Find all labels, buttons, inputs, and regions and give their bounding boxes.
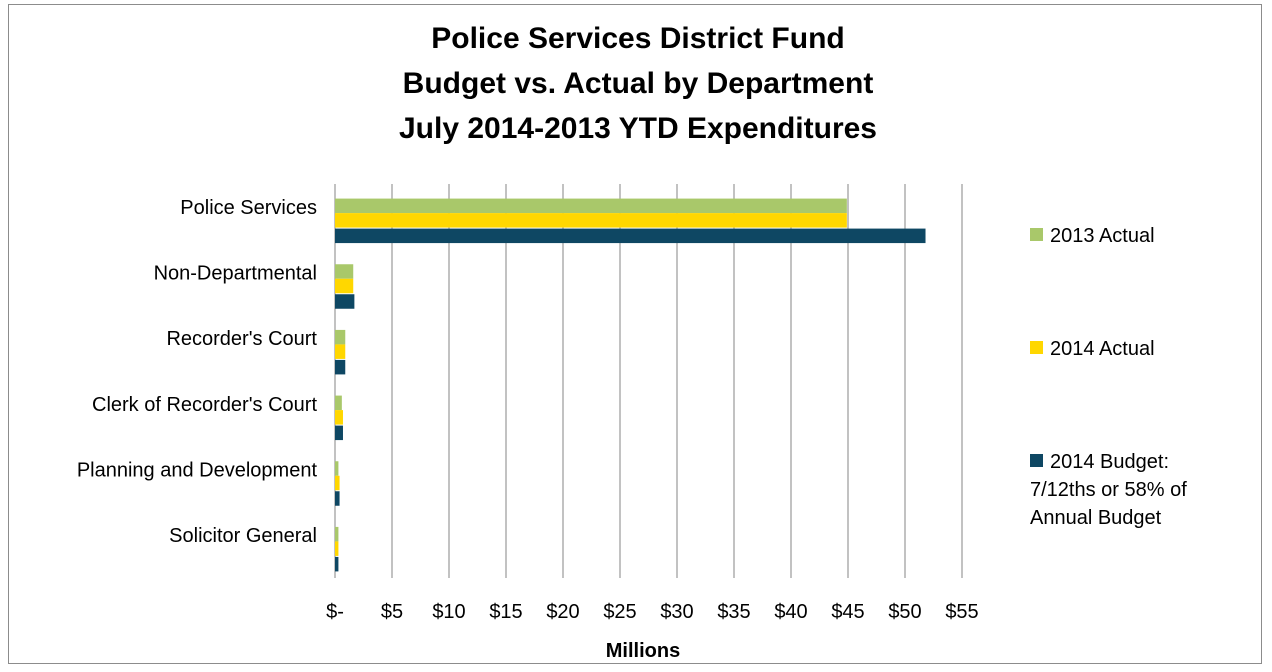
x-tick-label: $10	[432, 601, 465, 623]
x-tick-label: $-	[326, 601, 344, 623]
bar-2	[335, 213, 847, 228]
legend: 2013 Actual 2014 Actual 2014 Budget: 7/12th…	[1030, 225, 1187, 529]
x-tick-label: $40	[774, 601, 807, 623]
legend-label: 7/12ths or 58% of	[1030, 479, 1187, 501]
legend-label: Annual Budget	[1030, 507, 1162, 529]
bars	[335, 198, 926, 572]
bar-2	[335, 410, 343, 425]
bar-2	[335, 475, 340, 491]
x-tick-label: $5	[381, 601, 403, 623]
x-tick-label: $20	[546, 601, 579, 623]
x-axis-title: Millions	[606, 640, 680, 662]
chart-frame	[8, 4, 1262, 664]
bar-2	[335, 344, 346, 359]
legend-swatch-2	[1030, 341, 1043, 354]
category-label: Non-Departmental	[154, 263, 317, 285]
category-label: Planning and Development	[77, 460, 318, 482]
x-tick-label: $55	[945, 601, 978, 623]
bar-1	[335, 329, 346, 345]
legend-label: 2013 Actual	[1050, 225, 1155, 247]
gridlines	[334, 184, 963, 578]
legend-label: 2014 Budget:	[1050, 451, 1169, 473]
bar-3	[335, 425, 343, 441]
bar-1	[335, 198, 847, 214]
category-labels: Police Services Non-Departmental Recorder'…	[77, 197, 318, 547]
x-tick-label: $30	[660, 601, 693, 623]
chart-title-line-1: Police Services District Fund	[431, 22, 844, 55]
legend-swatch-3	[1030, 454, 1043, 467]
bar-1	[335, 526, 339, 542]
bar-1	[335, 264, 354, 279]
bar-1	[335, 395, 342, 411]
chart-title-line-3: July 2014-2013 YTD Expenditures	[399, 112, 877, 145]
bar-3	[335, 228, 926, 244]
bar-3	[335, 294, 355, 309]
bar-1	[335, 461, 339, 476]
legend-swatch-1	[1030, 228, 1043, 241]
category-label: Clerk of Recorder's Court	[92, 394, 317, 416]
chart-title: Police Services District Fund Budget vs.…	[399, 22, 877, 145]
x-tick-label: $15	[489, 601, 522, 623]
x-tick-label: $35	[717, 601, 750, 623]
x-tick-label: $45	[831, 601, 864, 623]
category-label: Recorder's Court	[166, 328, 317, 350]
x-tick-label: $50	[888, 601, 921, 623]
x-tick-labels: $- $5 $10 $15 $20 $25 $30 $35 $40 $45 $50 $55	[326, 601, 979, 623]
bar-3	[335, 556, 339, 572]
category-label: Solicitor General	[169, 525, 317, 547]
bar-2	[335, 541, 339, 556]
bar-2	[335, 278, 354, 294]
legend-label: 2014 Actual	[1050, 338, 1155, 360]
x-tick-label: $25	[603, 601, 636, 623]
chart-title-line-2: Budget vs. Actual by Department	[403, 67, 874, 100]
category-label: Police Services	[180, 197, 317, 219]
bar-3	[335, 359, 346, 375]
bar-3	[335, 491, 340, 506]
